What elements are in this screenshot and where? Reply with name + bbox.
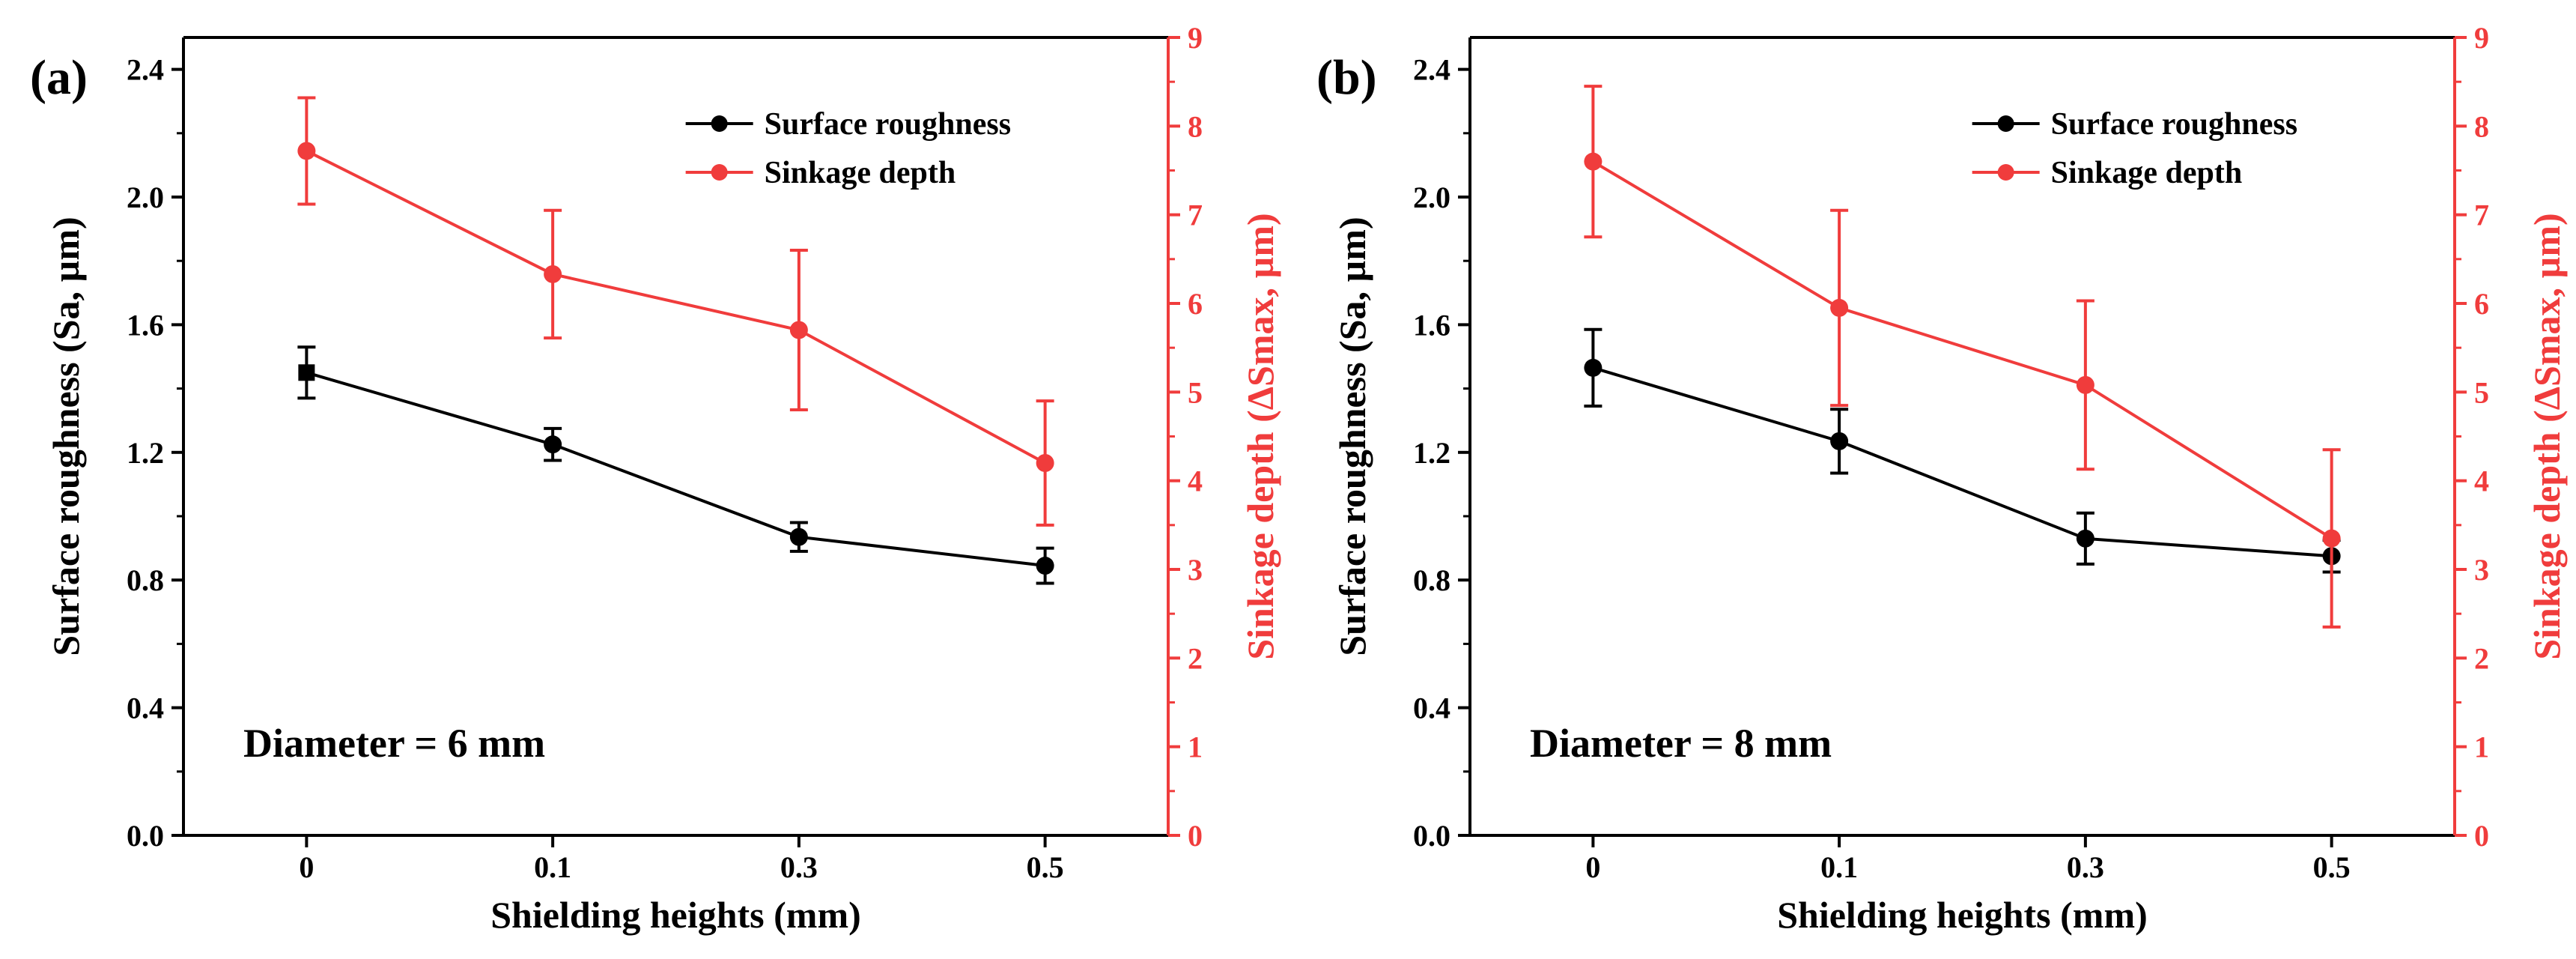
- left-tick-label: 1.6: [1413, 308, 1450, 342]
- legend-marker-surface-roughness: [711, 115, 728, 132]
- left-tick-label: 0.4: [127, 692, 164, 725]
- legend-marker-surface-roughness: [1997, 115, 2014, 132]
- left-tick-label: 0.8: [1413, 563, 1450, 597]
- right-tick-label: 8: [1188, 109, 1203, 143]
- right-tick-label: 6: [2474, 287, 2489, 321]
- legend-label-sinkage-depth: Sinkage depth: [765, 156, 956, 190]
- left-tick-label: 1.2: [127, 436, 164, 470]
- left-axis-title: Surface roughness (Sa, µm): [45, 217, 87, 656]
- x-tick-label: 0.5: [2313, 850, 2351, 884]
- surface-roughness-point: [2076, 529, 2094, 548]
- surface-roughness-point: [544, 435, 562, 454]
- right-axis-title: Sinkage depth (ΔSmax, µm): [2526, 213, 2568, 659]
- x-tick-label: 0.5: [1027, 850, 1064, 884]
- surface-roughness-point: [1584, 358, 1603, 377]
- sinkage-depth-point: [544, 264, 562, 283]
- left-tick-label: 2.4: [127, 53, 164, 87]
- right-tick-label: 9: [1188, 21, 1203, 55]
- right-tick-label: 7: [2474, 199, 2489, 232]
- legend-marker-sinkage-depth: [1997, 164, 2014, 181]
- x-tick-label: 0: [299, 850, 314, 884]
- sinkage-depth-line: [306, 149, 1046, 465]
- left-tick-label: 2.0: [1413, 181, 1450, 214]
- sinkage-depth-point: [297, 142, 316, 160]
- right-tick-label: 5: [2474, 375, 2489, 409]
- sinkage-depth-point: [789, 321, 808, 339]
- right-tick-label: 7: [1188, 199, 1203, 232]
- sinkage-depth-line: [1592, 160, 2333, 540]
- left-tick-label: 0.8: [127, 563, 164, 597]
- x-tick-label: 0.1: [534, 850, 571, 884]
- sinkage-depth-point: [2322, 529, 2341, 548]
- legend-marker-sinkage-depth: [711, 164, 728, 181]
- sinkage-depth-point: [1584, 152, 1603, 171]
- x-tick-label: 0.1: [1820, 850, 1858, 884]
- surface-roughness-point: [789, 527, 808, 546]
- right-axis-title: Sinkage depth (ΔSmax, µm): [1239, 213, 1281, 659]
- x-axis-title: Shielding heights (mm): [490, 894, 861, 936]
- sinkage-depth-point: [2076, 375, 2094, 394]
- legend-label-surface-roughness: Surface roughness: [2051, 107, 2297, 142]
- right-tick-label: 4: [2474, 465, 2489, 498]
- right-tick-label: 3: [2474, 553, 2489, 587]
- surface-roughness-point: [298, 364, 315, 381]
- x-axis-title: Shielding heights (mm): [1777, 894, 2148, 936]
- right-tick-label: 8: [2474, 109, 2489, 143]
- x-tick-label: 0.3: [780, 850, 818, 884]
- sinkage-depth-point: [1036, 454, 1054, 472]
- right-tick-label: 1: [2474, 730, 2489, 764]
- diameter-annotation: Diameter = 8 mm: [1530, 721, 1832, 766]
- sinkage-depth-point: [1830, 298, 1849, 317]
- surface-roughness-point: [1036, 557, 1054, 575]
- right-tick-label: 3: [1188, 553, 1203, 587]
- surface-roughness-line: [306, 371, 1045, 568]
- right-tick-label: 4: [1188, 465, 1203, 498]
- left-tick-label: 2.0: [127, 181, 164, 214]
- left-tick-label: 1.2: [1413, 436, 1450, 470]
- x-tick-label: 0: [1585, 850, 1600, 884]
- x-tick-label: 0.3: [2067, 850, 2104, 884]
- left-axis-title: Surface roughness (Sa, µm): [1331, 217, 1373, 656]
- right-tick-label: 0: [2474, 819, 2489, 853]
- left-tick-label: 2.4: [1413, 53, 1450, 87]
- right-tick-label: 2: [1188, 641, 1203, 675]
- chart-panel-b: 0.0 0.4 0.8 1.2 1.6 2.0 2.4 0 1 2 3 4 5 6 7 8 9 0 0.1 0.3 0.…: [1316, 21, 2568, 936]
- surface-roughness-point: [1830, 432, 1849, 450]
- right-tick-label: 5: [1188, 375, 1203, 409]
- surface-roughness-line: [1592, 366, 2332, 558]
- left-tick-label: 0.4: [1413, 692, 1450, 725]
- right-tick-label: 6: [1188, 287, 1203, 321]
- right-tick-label: 2: [2474, 641, 2489, 675]
- left-tick-label: 0.0: [1413, 819, 1450, 853]
- diameter-annotation: Diameter = 6 mm: [243, 721, 545, 766]
- right-tick-label: 1: [1188, 730, 1203, 764]
- legend-label-surface-roughness: Surface roughness: [765, 107, 1011, 142]
- panel-label: (a): [30, 50, 88, 105]
- right-tick-label: 0: [1188, 819, 1203, 853]
- left-tick-label: 1.6: [127, 308, 164, 342]
- right-tick-label: 9: [2474, 21, 2489, 55]
- chart-panel-a: 0.0 0.4 0.8 1.2 1.6 2.0 2.4 0 1 2 3 4 5 6 7 8 9 0 0.1 0.3 0.…: [30, 21, 1281, 936]
- left-tick-label: 0.0: [127, 819, 164, 853]
- legend-label-sinkage-depth: Sinkage depth: [2051, 156, 2243, 190]
- panel-label: (b): [1316, 50, 1377, 105]
